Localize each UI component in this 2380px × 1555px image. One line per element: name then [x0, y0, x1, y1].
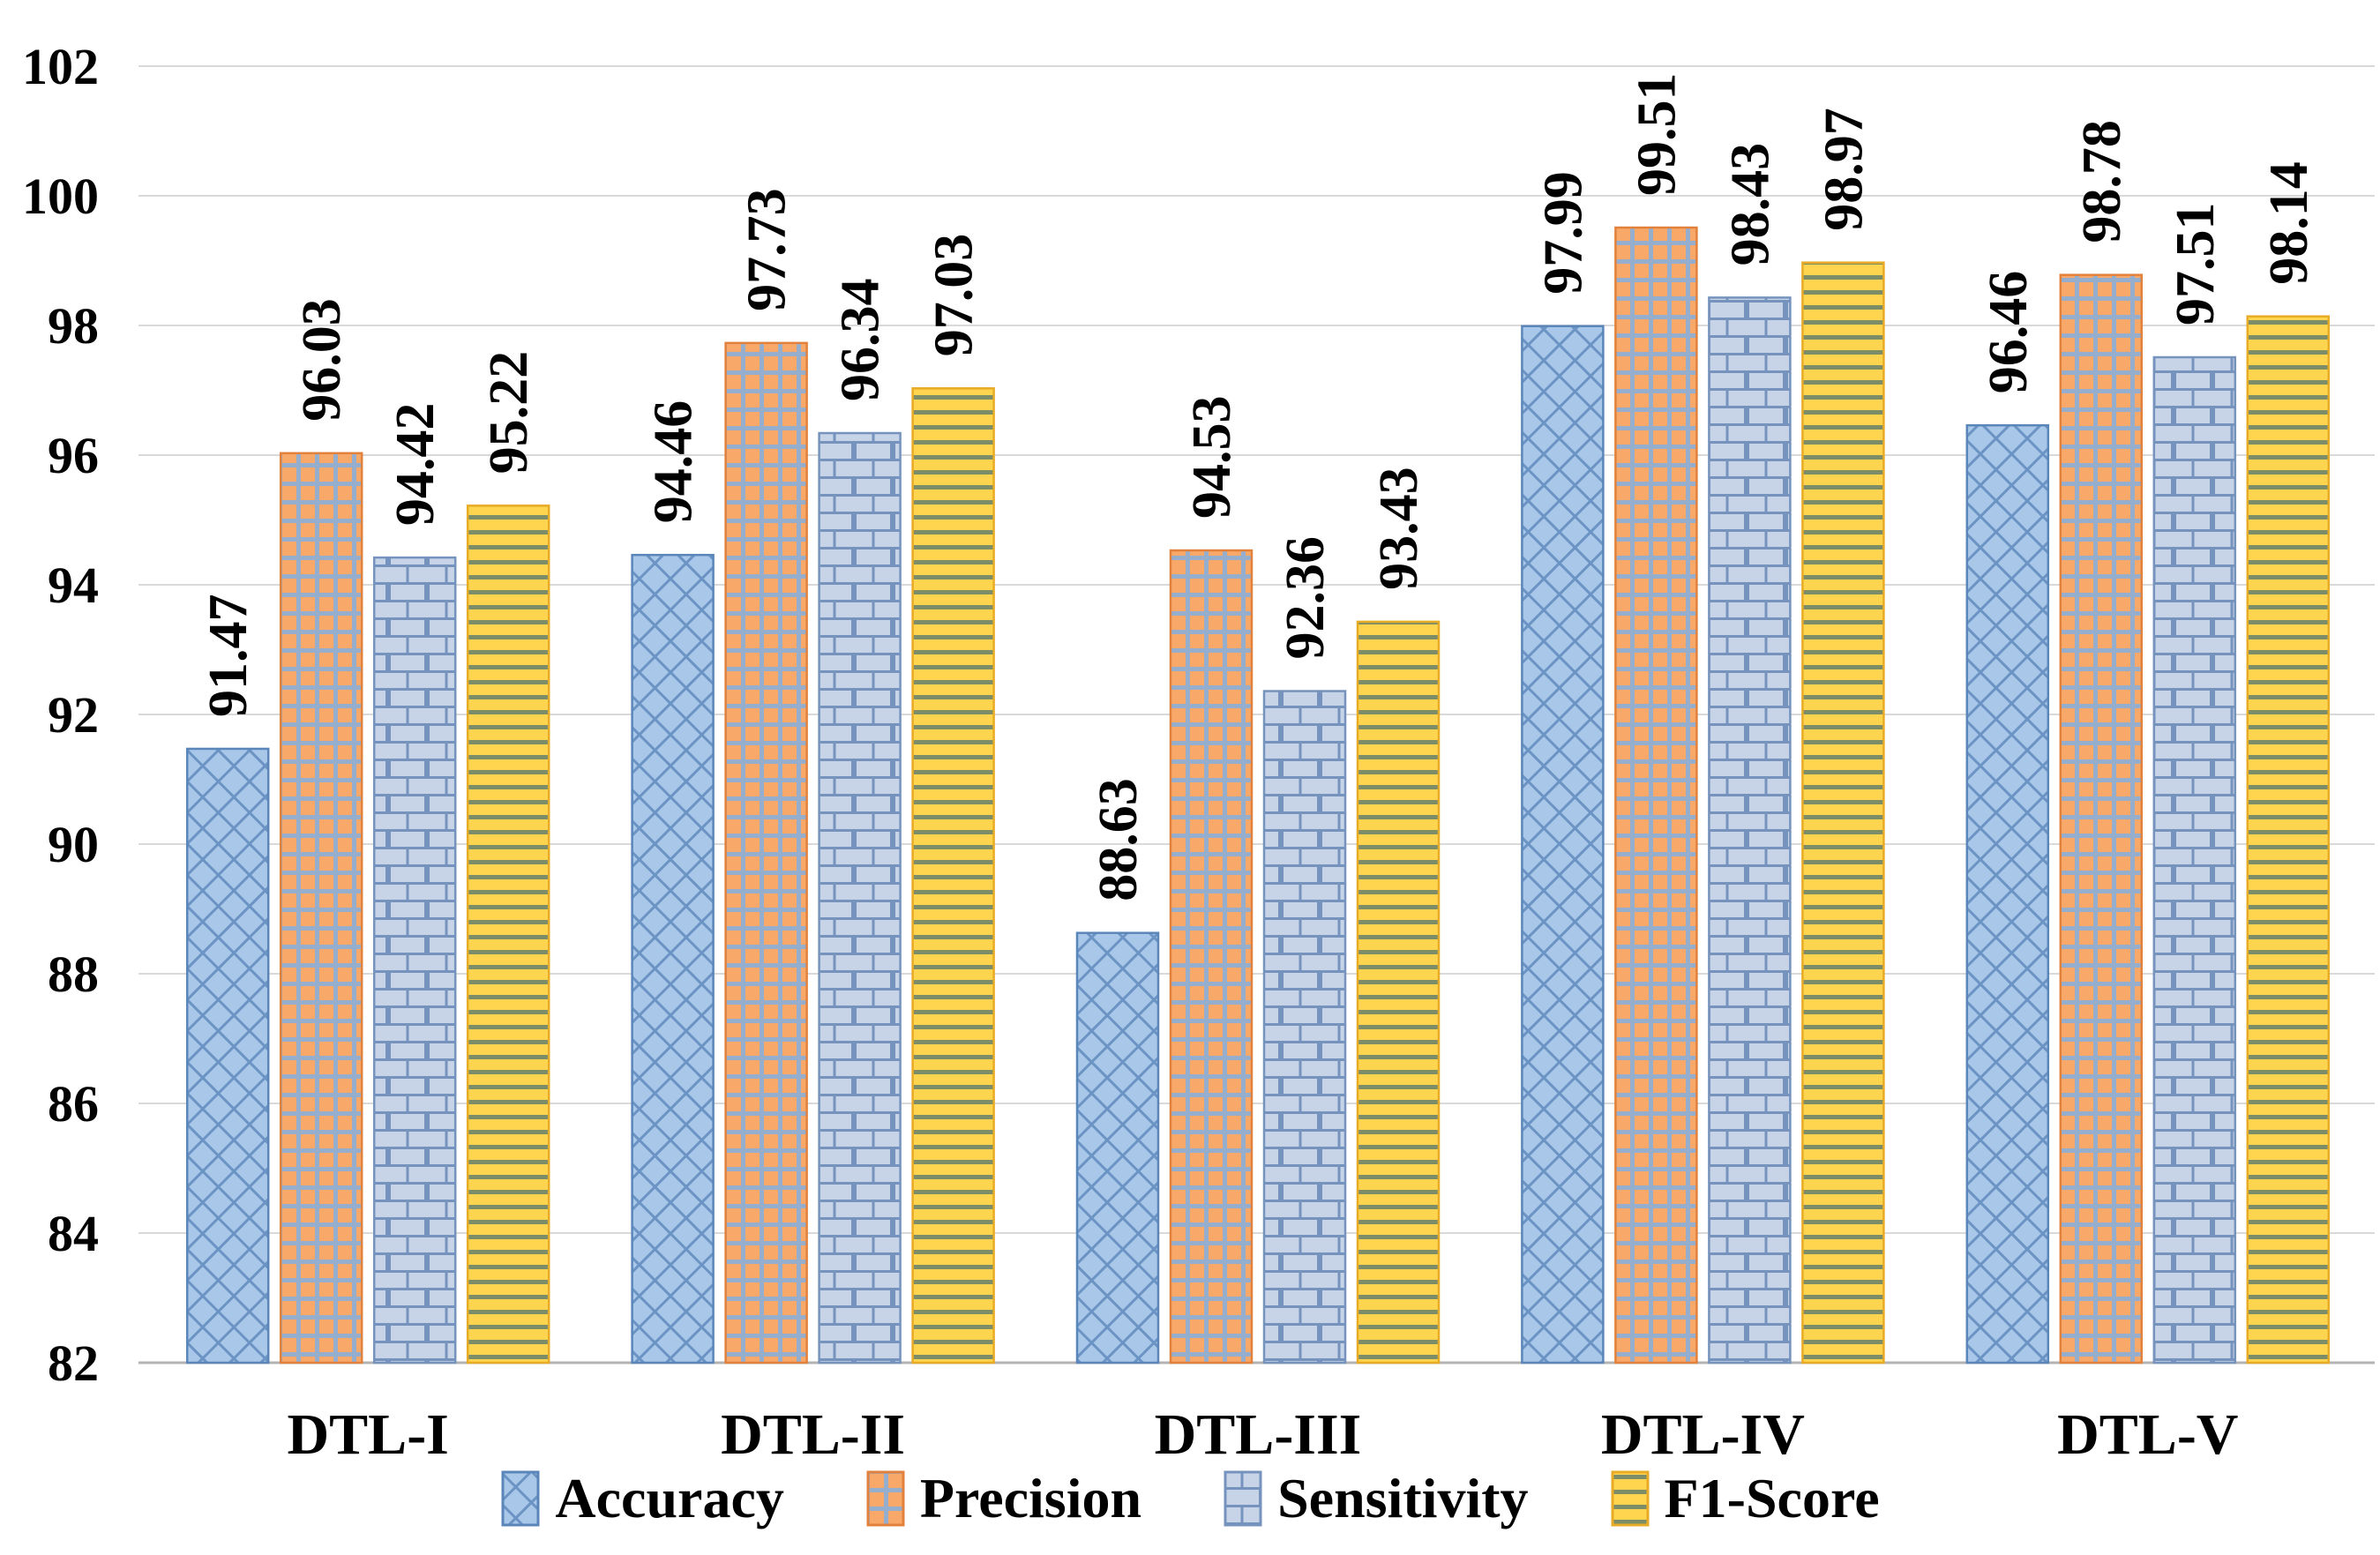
y-axis-labels: 82 84 86 88 90 92 94 96 98 100 102: [22, 38, 99, 1392]
bar-value-label: 97.73: [737, 188, 797, 311]
legend: Accuracy Precision Sensitivity F1-Score: [0, 1469, 2380, 1528]
bar-f1-score-dtl-ii: [911, 387, 995, 1364]
legend-item-f1-score: F1-Score: [1610, 1469, 1880, 1528]
bar-precision-dtl-iv: [1614, 226, 1698, 1364]
y-tick-label: 96: [48, 427, 99, 484]
bar-sensitivity-dtl-iv: [1708, 296, 1792, 1364]
bars: [185, 226, 2331, 1364]
bar-sensitivity-dtl-v: [2152, 355, 2237, 1364]
x-category-label: DTL-IV: [1601, 1402, 1805, 1467]
y-tick-label: 88: [48, 946, 99, 1003]
legend-item-sensitivity: Sensitivity: [1223, 1467, 1529, 1529]
legend-swatch-f1-score-icon: [1611, 1470, 1650, 1527]
bar-value-label: 98.14: [2259, 161, 2319, 285]
bar-value-label: 92.36: [1276, 536, 1336, 660]
bar-value-label: 96.46: [1979, 271, 2039, 394]
legend-label-f1-score: F1-Score: [1664, 1467, 1880, 1529]
bar-value-label: 94.42: [385, 403, 445, 527]
bar-precision-dtl-v: [2059, 273, 2144, 1364]
bar-value-label: 93.43: [1369, 467, 1429, 590]
y-tick-label: 86: [48, 1075, 99, 1133]
legend-label-sensitivity: Sensitivity: [1277, 1467, 1529, 1529]
x-category-label: DTL-III: [1155, 1402, 1362, 1467]
bar-value-label: 91.47: [198, 594, 258, 717]
bar-accuracy-dtl-ii: [631, 553, 715, 1364]
bar-f1-score-dtl-iii: [1356, 620, 1441, 1364]
bar-value-label: 97.51: [2166, 203, 2226, 326]
bar-accuracy-dtl-v: [1965, 423, 2050, 1364]
legend-item-accuracy: Accuracy: [500, 1467, 784, 1529]
y-tick-label: 94: [48, 557, 99, 614]
bar-precision-dtl-i: [279, 452, 363, 1364]
y-tick-label: 84: [48, 1205, 99, 1262]
legend-swatch-accuracy-icon: [501, 1470, 540, 1527]
bar-value-label: 96.03: [292, 298, 352, 422]
y-tick-label: 100: [22, 168, 99, 225]
bar-f1-score-dtl-i: [466, 505, 550, 1364]
bar-value-label: 99.51: [1627, 73, 1687, 197]
bar-value-label: 98.43: [1720, 143, 1780, 265]
bar-sensitivity-dtl-iii: [1262, 690, 1347, 1364]
y-tick-label: 90: [48, 816, 99, 873]
x-category-label: DTL-II: [721, 1402, 905, 1467]
legend-label-accuracy: Accuracy: [555, 1467, 784, 1529]
bar-value-label: 98.78: [2072, 120, 2132, 243]
bar-value-label: 96.34: [831, 279, 891, 402]
bar-accuracy-dtl-i: [185, 747, 270, 1364]
bar-value-label: 98.97: [1814, 108, 1874, 231]
legend-swatch-precision-icon: [866, 1470, 905, 1527]
x-category-label: DTL-V: [2057, 1402, 2238, 1467]
bar-f1-score-dtl-iv: [1801, 261, 1885, 1364]
bar-value-label: 94.46: [644, 400, 704, 524]
bar-value-label: 88.63: [1089, 778, 1149, 901]
bar-accuracy-dtl-iv: [1521, 325, 1605, 1364]
y-tick-label: 82: [48, 1334, 99, 1392]
bar-value-label: 97.03: [924, 234, 984, 357]
bar-value-labels: 91.47 96.03 94.42 95.22 94.46 97.73 96.34 97.03…: [198, 73, 2319, 901]
x-category-label: DTL-I: [288, 1402, 449, 1467]
bar-sensitivity-dtl-ii: [818, 431, 902, 1364]
bar-value-label: 95.22: [479, 351, 539, 475]
y-tick-label: 98: [48, 297, 99, 355]
x-axis-labels: DTL-I DTL-II DTL-III DTL-IV DTL-V: [288, 1402, 2239, 1467]
bar-accuracy-dtl-iii: [1075, 931, 1160, 1364]
y-tick-label: 92: [48, 686, 99, 744]
bar-precision-dtl-ii: [724, 341, 808, 1364]
bar-value-label: 97.99: [1533, 171, 1593, 295]
bar-precision-dtl-iii: [1169, 549, 1254, 1364]
bar-f1-score-dtl-v: [2246, 315, 2331, 1364]
bar-sensitivity-dtl-i: [372, 556, 457, 1364]
y-tick-label: 102: [22, 38, 99, 95]
legend-swatch-sensitivity-icon: [1224, 1470, 1262, 1527]
legend-item-precision: Precision: [865, 1469, 1141, 1528]
legend-label-precision: Precision: [919, 1467, 1142, 1529]
bar-value-label: 94.53: [1182, 396, 1242, 520]
